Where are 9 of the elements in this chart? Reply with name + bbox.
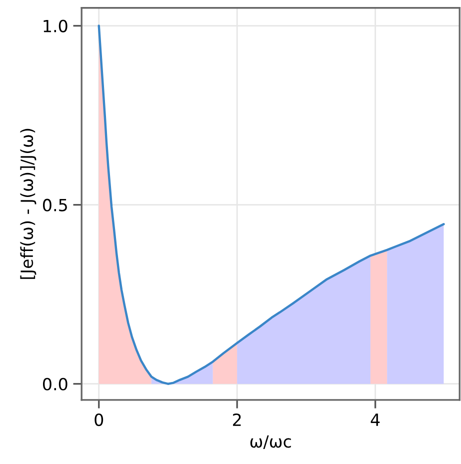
- line-series: [98, 24, 445, 385]
- x-axis-title: ω/ωc: [250, 435, 291, 450]
- x-tick-label: 2: [233, 413, 241, 426]
- y-tick-label: 0.5: [42, 198, 67, 212]
- y-tick-label: 0.0: [42, 378, 68, 390]
- y-tick-label: 1.0: [44, 20, 68, 32]
- y-axis-title: [Jeff(ω) - J(ω)]/J(ω): [20, 128, 36, 279]
- x-tick-label: 0: [94, 413, 104, 426]
- x-tick-label: 4: [370, 414, 380, 426]
